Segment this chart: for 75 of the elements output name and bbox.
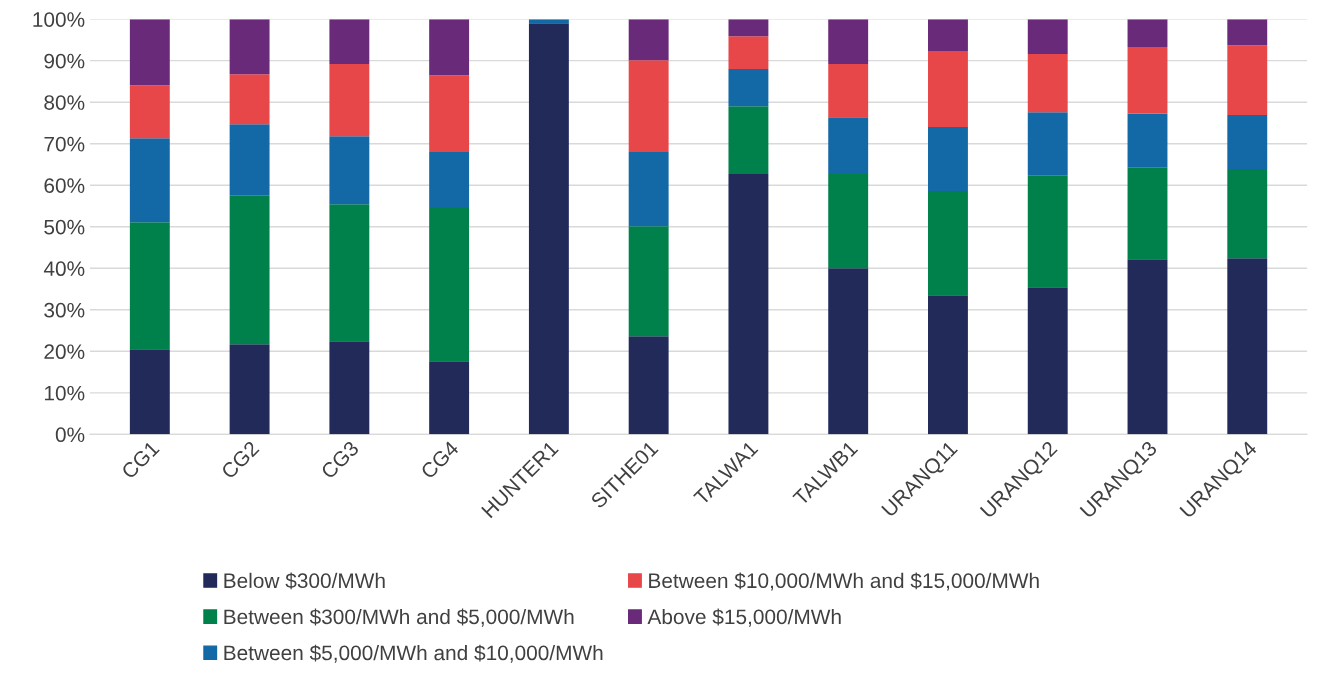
bar bbox=[229, 74, 270, 125]
y-tick-label: 50% bbox=[44, 219, 85, 235]
bar bbox=[1227, 258, 1268, 435]
bar bbox=[1027, 112, 1068, 176]
bar bbox=[928, 51, 968, 128]
bar bbox=[828, 174, 869, 269]
bar bbox=[129, 349, 170, 435]
bar bbox=[628, 336, 669, 435]
bar bbox=[828, 268, 869, 435]
legend-label: Between $300/MWh and $5,000/MWh bbox=[224, 608, 574, 627]
bar bbox=[1127, 167, 1168, 260]
bar bbox=[828, 63, 869, 118]
bar bbox=[1227, 19, 1268, 46]
bar bbox=[429, 75, 470, 153]
bar bbox=[429, 361, 470, 435]
bar bbox=[728, 19, 769, 37]
bar bbox=[229, 344, 270, 435]
legend-label: Between $10,000/MWh and $15,000/MWh bbox=[649, 572, 1039, 591]
legend-label: Above $15,000/MWh bbox=[647, 608, 841, 627]
bar bbox=[1027, 54, 1068, 113]
bar bbox=[628, 226, 669, 337]
bar bbox=[1227, 115, 1268, 170]
bar bbox=[728, 106, 769, 175]
bar bbox=[129, 138, 170, 223]
y-tick-label: 60% bbox=[44, 178, 85, 193]
bar bbox=[229, 195, 270, 345]
bar bbox=[1127, 46, 1168, 114]
y-tick-label: 30% bbox=[44, 302, 85, 318]
x-tick-label: CG2 bbox=[220, 440, 260, 480]
bar bbox=[129, 19, 170, 86]
bar bbox=[1127, 113, 1168, 168]
bar bbox=[329, 204, 370, 342]
bar bbox=[329, 136, 370, 205]
bar bbox=[229, 19, 270, 75]
y-tick-label: 10% bbox=[45, 385, 85, 401]
bar bbox=[628, 60, 669, 153]
bar bbox=[628, 152, 669, 227]
y-tick-label: 20% bbox=[44, 344, 85, 360]
bar bbox=[728, 36, 769, 69]
bar bbox=[928, 19, 968, 52]
bar bbox=[1027, 287, 1068, 435]
x-tick-label: CG1 bbox=[120, 440, 160, 480]
bar bbox=[1227, 45, 1268, 116]
bar bbox=[429, 152, 470, 209]
bar bbox=[828, 117, 869, 175]
y-tick-label: 90% bbox=[44, 53, 85, 69]
bar bbox=[129, 222, 170, 350]
bar bbox=[628, 19, 669, 61]
y-tick-label: 40% bbox=[43, 261, 85, 277]
bar bbox=[329, 63, 370, 137]
bar bbox=[329, 19, 370, 64]
bar bbox=[728, 174, 769, 435]
bar bbox=[429, 208, 470, 362]
bar bbox=[528, 23, 569, 435]
bar bbox=[429, 19, 470, 76]
legend-label: Below $300/MWh bbox=[224, 572, 385, 590]
y-tick-label: 100% bbox=[33, 12, 85, 27]
bar bbox=[728, 68, 769, 107]
bar bbox=[329, 341, 370, 435]
bar bbox=[928, 127, 968, 192]
bar bbox=[1127, 19, 1168, 47]
y-tick-label: 0% bbox=[55, 427, 85, 443]
bar bbox=[928, 295, 968, 435]
bar bbox=[1227, 169, 1268, 259]
legend-label: Between $5,000/MWh and $10,000/MWh bbox=[224, 644, 603, 663]
bar bbox=[928, 191, 968, 296]
x-tick-label: CG3 bbox=[320, 440, 360, 480]
bar bbox=[1027, 19, 1068, 55]
bar bbox=[129, 85, 170, 139]
y-tick-label: 70% bbox=[44, 136, 85, 152]
bar bbox=[1027, 175, 1068, 288]
bar bbox=[229, 124, 270, 196]
bar bbox=[1127, 259, 1168, 435]
y-tick-label: 80% bbox=[44, 95, 85, 110]
bar bbox=[828, 19, 869, 64]
